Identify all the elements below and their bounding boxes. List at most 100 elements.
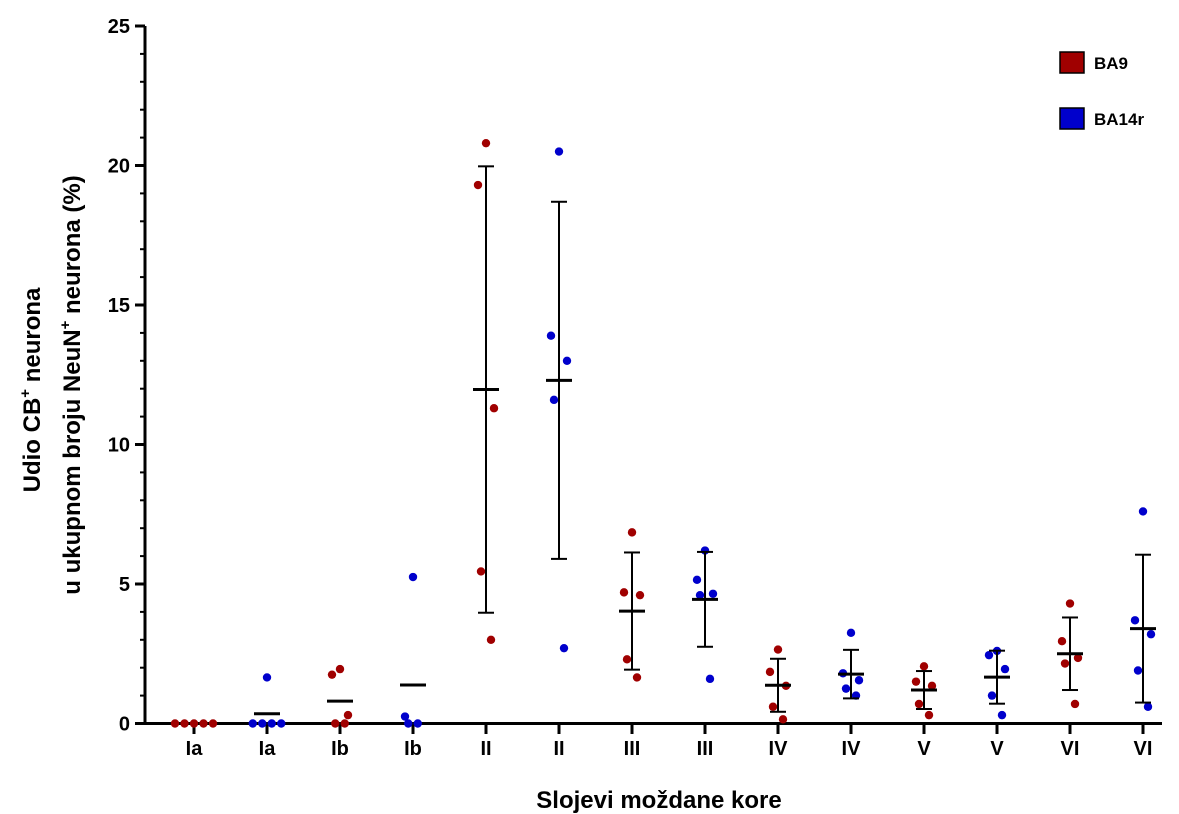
data-point (619, 588, 629, 597)
data-group-VI-BA14r (1130, 507, 1156, 711)
x-tick-label: VI (1134, 738, 1153, 760)
data-point (1057, 636, 1067, 646)
data-point (248, 719, 257, 728)
data-point (327, 670, 337, 679)
data-point (208, 719, 218, 728)
x-tick-label: III (624, 738, 641, 760)
x-tick-label: II (480, 738, 491, 760)
x-tick-label: IV (842, 738, 862, 760)
y-tick-label: 25 (108, 16, 130, 38)
data-point (546, 331, 556, 340)
x-tick-label: V (990, 738, 1004, 760)
data-point (924, 710, 934, 720)
data-point (170, 719, 180, 728)
data-point (1000, 664, 1010, 674)
data-group-Ia-BA14r (248, 673, 286, 728)
x-tick-label: Ia (186, 738, 204, 760)
data-group-IV-BA9 (765, 645, 791, 724)
data-point (335, 664, 345, 674)
y-axis-title-line2-main: u ukupnom broju NeuN (59, 329, 86, 594)
data-point (1130, 616, 1140, 625)
legend-swatch (1059, 107, 1085, 130)
data-point (627, 528, 637, 537)
legend-label: BA9 (1094, 54, 1128, 73)
legend-entry: BA9 (1059, 51, 1128, 74)
data-point (258, 719, 267, 728)
data-group-II-BA9 (473, 138, 499, 644)
data-point (267, 719, 276, 728)
data-point (559, 643, 569, 653)
y-axis-title-line2-tail: neurona (%) (59, 175, 86, 320)
y-axis-title-2: u ukupnom broju NeuN+ neurona (%) (57, 175, 86, 594)
legend-label: BA14r (1094, 110, 1144, 129)
data-point (997, 710, 1007, 720)
data-point (199, 719, 208, 728)
data-point (914, 699, 924, 709)
data-group-III-BA14r (692, 546, 718, 684)
y-axis-title-line1-tail: neurona (19, 287, 46, 389)
x-tick-label: IV (769, 738, 789, 760)
y-ticks: 0 5 10 15 20 25 (108, 16, 145, 736)
data-group-V-BA9 (911, 662, 937, 720)
legend-entry: BA14r (1059, 107, 1144, 130)
y-axis-title-line1-sup: + (17, 389, 34, 398)
legend-swatch (1059, 51, 1085, 74)
y-tick-label: 20 (108, 156, 130, 178)
data-point (562, 356, 572, 365)
data-point (1138, 507, 1148, 516)
data-point (180, 719, 189, 728)
data-point (987, 691, 997, 700)
data-point (413, 719, 422, 728)
data-point (773, 645, 783, 654)
data-point (408, 572, 418, 582)
data-point (1070, 699, 1080, 709)
data-point (404, 719, 413, 728)
data-point (489, 404, 499, 413)
data-point (554, 147, 564, 156)
x-ticks: Ia Ia Ib Ib II II III III IV IV V V VI VI (186, 723, 1153, 760)
data-point (343, 710, 353, 720)
data-group-Ib-BA14r (400, 572, 426, 728)
data-point (692, 575, 702, 585)
data-point (340, 719, 349, 728)
x-tick-label: Ib (331, 738, 349, 760)
data-point (919, 662, 929, 671)
y-tick-label: 5 (119, 574, 130, 596)
x-tick-label: Ia (259, 738, 277, 760)
data-point (695, 590, 705, 600)
data-point (331, 719, 340, 728)
data-point (708, 589, 718, 598)
data-point (476, 567, 486, 576)
y-tick-label: 10 (108, 435, 130, 457)
data-point (632, 673, 642, 682)
data-point (765, 667, 775, 677)
data-group-V-BA14r (984, 646, 1010, 720)
legend: BA9 BA14r (1059, 51, 1144, 130)
data-point (705, 674, 715, 684)
data-point (927, 681, 937, 691)
data-point (984, 650, 994, 660)
data-point (262, 673, 272, 682)
data-point (841, 684, 851, 693)
x-tick-label: Ib (404, 738, 422, 760)
y-tick-label: 15 (108, 295, 130, 317)
data-point (1065, 599, 1075, 608)
data-point (1146, 630, 1156, 639)
data-point (1073, 653, 1083, 663)
x-tick-label: II (553, 738, 564, 760)
data-point (622, 655, 632, 664)
y-axis-title-line2-sup: + (57, 320, 74, 329)
data-group-II-BA14r (546, 147, 572, 653)
data-group-III-BA9 (619, 528, 645, 682)
data-point (635, 590, 645, 600)
data-point (854, 676, 864, 685)
data-group-Ia-BA9 (170, 719, 218, 728)
data-group-IV-BA14r (838, 628, 864, 700)
data-point (1060, 659, 1070, 668)
y-axis-title-line1-main: Udio CB (19, 398, 46, 493)
data-point (277, 719, 286, 728)
data-point (549, 395, 559, 405)
x-tick-label: III (697, 738, 714, 760)
